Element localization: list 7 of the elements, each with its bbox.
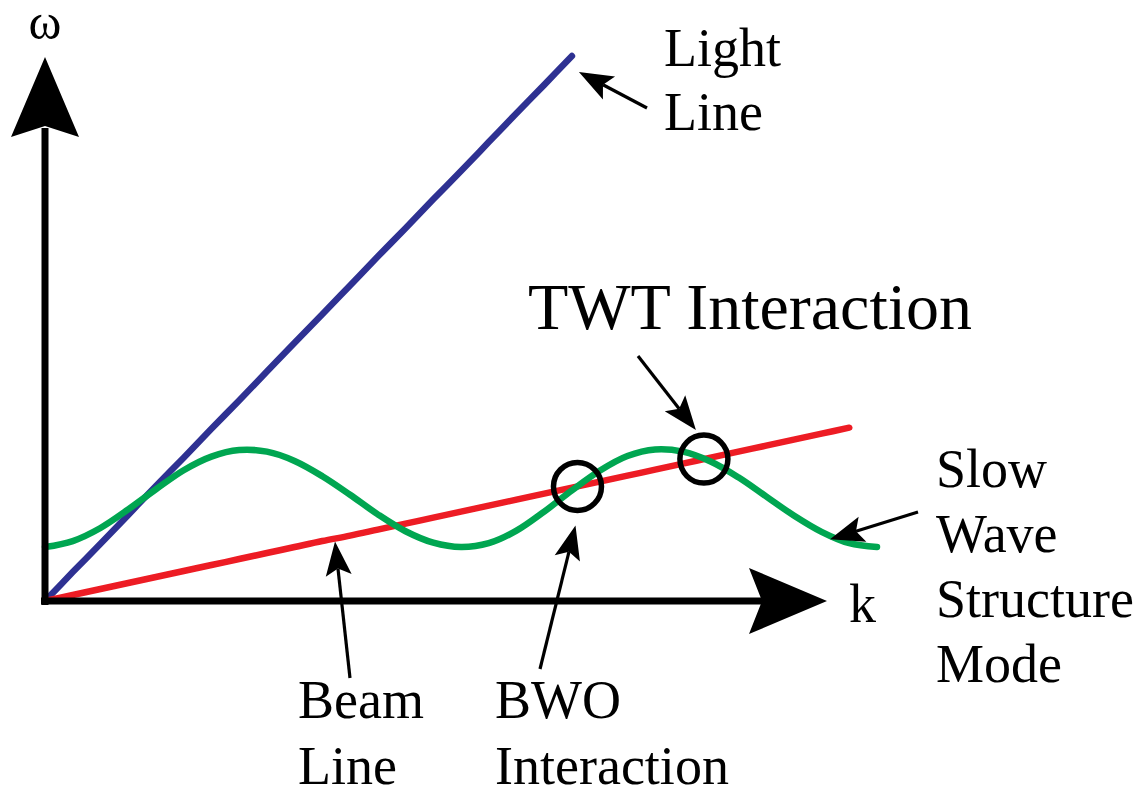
series-label: Light Line [664, 18, 781, 142]
series-label: Slow Wave Structure Mode [936, 439, 1134, 694]
text: BWO Interaction [495, 670, 729, 790]
x-axis-title: k [849, 574, 876, 634]
text: Beam Line [298, 670, 424, 790]
annotation: TWT Interaction [528, 270, 973, 343]
y-axis-title: ω [28, 0, 62, 50]
